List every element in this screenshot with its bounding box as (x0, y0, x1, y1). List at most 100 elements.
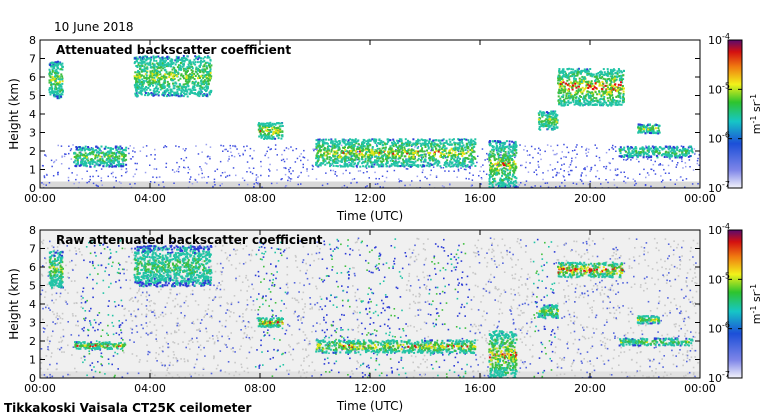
boundary-speck (460, 167, 462, 169)
layer-cell (334, 140, 337, 143)
layer-cell (137, 84, 140, 87)
layer-cell (400, 162, 403, 165)
layer-cell (402, 143, 405, 146)
layer-cell (494, 173, 497, 176)
boundary-speck (650, 159, 652, 161)
boundary-speck (274, 144, 277, 146)
layer-cell (135, 92, 138, 95)
layer-cell (466, 165, 469, 168)
layer-cell (420, 138, 423, 141)
layer-cell (454, 142, 457, 145)
layer-cell (443, 142, 446, 144)
layer-cell (571, 75, 574, 78)
layer-cell (471, 143, 474, 146)
layer-cell (164, 57, 167, 60)
layer-cell (510, 158, 513, 161)
layer-cell (587, 93, 589, 96)
layer-cell (407, 164, 410, 167)
boundary-speck (599, 159, 601, 162)
layer-cell (462, 162, 465, 164)
boundary-speck (300, 183, 302, 185)
boundary-speck (265, 152, 267, 155)
boundary-speck (51, 165, 53, 168)
layer-cell (162, 60, 165, 62)
layer-cell (114, 155, 117, 158)
layer-cell (433, 139, 436, 142)
boundary-speck (532, 156, 534, 159)
layer-cell (448, 164, 450, 167)
layer-cell (400, 138, 403, 141)
layer-cell (175, 94, 178, 97)
layer-cell (117, 160, 120, 163)
layer-cell (392, 152, 395, 155)
layer-cell (361, 155, 364, 158)
layer-cell (193, 78, 196, 80)
boundary-speck (97, 185, 99, 187)
boundary-speck (350, 182, 352, 184)
boundary-speck (467, 166, 470, 168)
boundary-speck (644, 184, 647, 186)
layer-cell (515, 148, 518, 151)
boundary-speck (197, 153, 200, 155)
boundary-speck (605, 151, 608, 154)
layer-cell (572, 68, 575, 71)
layer-cell (206, 80, 209, 83)
boundary-speck (603, 166, 605, 168)
layer-cell (208, 79, 211, 82)
layer-cell (474, 165, 477, 167)
layer-cell (326, 162, 329, 165)
layer-cell (315, 154, 318, 157)
layer-cell (191, 70, 194, 73)
layer-cell (360, 158, 363, 161)
layer-cell (101, 161, 104, 164)
layer-cell (208, 71, 211, 74)
layer-cell (547, 127, 550, 130)
layer-cell (172, 82, 174, 85)
layer-cell (170, 61, 173, 64)
layer-cell (354, 138, 357, 141)
layer-cell (51, 76, 54, 79)
boundary-speck (268, 175, 270, 177)
boundary-speck (280, 159, 283, 162)
layer-cell (115, 153, 118, 156)
boundary-speck (72, 144, 74, 146)
layer-cell (584, 77, 587, 80)
layer-cell (367, 157, 370, 160)
layer-cell (567, 99, 570, 102)
layer-cell (364, 160, 367, 163)
layer-cell (451, 138, 454, 141)
layer-cell (488, 155, 491, 158)
layer-cell (545, 118, 548, 121)
layer-cell (81, 153, 84, 156)
layer-cell (277, 122, 280, 124)
layer-cell (140, 62, 143, 65)
layer-cell (430, 142, 433, 145)
layer-cell (406, 152, 409, 155)
layer-cell (463, 160, 466, 163)
boundary-speck (302, 163, 304, 166)
boundary-speck (270, 182, 273, 185)
layer-cell (327, 152, 330, 155)
layer-cell (184, 73, 187, 76)
layer-cell (442, 138, 445, 141)
layer-cell (372, 139, 375, 142)
layer-cell (390, 151, 393, 154)
layer-cell (345, 143, 348, 146)
layer-cell (417, 154, 420, 157)
layer-cell (138, 79, 141, 82)
layer-cell (571, 82, 574, 85)
layer-cell (596, 93, 599, 96)
layer-cell (204, 62, 207, 65)
layer-cell (51, 68, 54, 71)
layer-cell (82, 163, 85, 165)
boundary-speck (221, 172, 224, 174)
layer-cell (96, 156, 99, 159)
layer-cell (579, 80, 582, 83)
layer-cell (178, 66, 181, 69)
layer-cell (145, 88, 148, 91)
layer-cell (137, 63, 140, 66)
layer-cell (577, 89, 580, 92)
layer-cell (437, 150, 440, 153)
layer-cell (360, 144, 363, 147)
layer-cell (417, 139, 420, 142)
